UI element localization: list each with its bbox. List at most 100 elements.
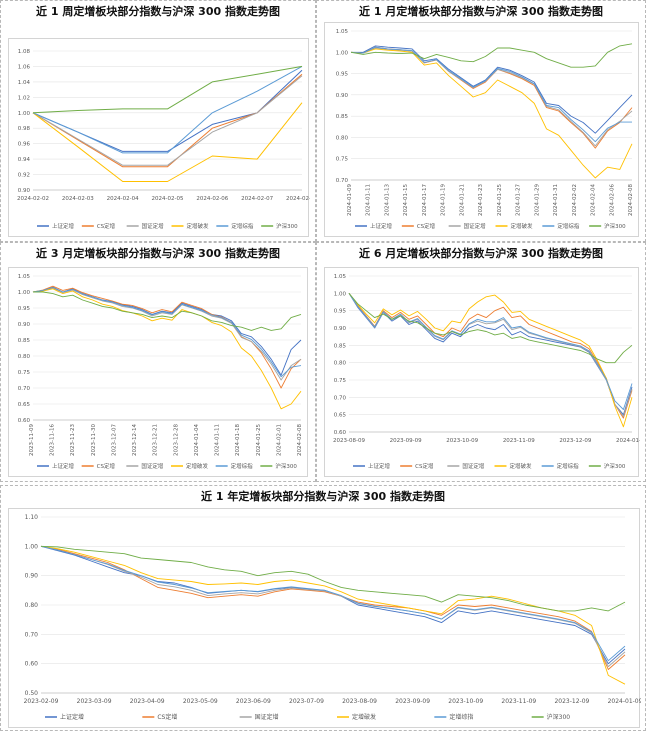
x-tick-label: 2023-07-09 <box>289 698 324 705</box>
chart-year: 0.50 0.60 0.70 0.80 0.90 1.00 1.10 2023-02-09 20… <box>24 514 641 721</box>
y-tick-label: 0.80 <box>336 135 349 141</box>
y-tick-label: 1.08 <box>18 49 31 55</box>
y-tick-label: 0.90 <box>336 93 349 99</box>
chart-title-6month: 近 6 月定增板块部分指数与沪深 300 指数走势图 <box>359 247 603 260</box>
legend-label: 国证定增 <box>142 222 164 230</box>
y-tick-label: 0.90 <box>334 326 347 332</box>
x-tick-label: 2023-08-09 <box>333 438 365 444</box>
legend-label: 国证定增 <box>462 462 484 470</box>
legend-label: 定增综指 <box>231 222 254 230</box>
x-tick-label: 2023-02-09 <box>24 698 59 705</box>
legend-label: 定增综指 <box>449 713 473 721</box>
x-tick-label: 2023-12-07 <box>111 424 117 456</box>
series-line-上证定增 <box>32 286 302 376</box>
series-line-定增破发 <box>40 545 626 685</box>
x-tick-label: 2023-11-30 <box>91 424 97 456</box>
legend-label: 沪深300 <box>276 222 298 230</box>
x-tick-label: 2024-02-05 <box>152 196 184 202</box>
series-line-定增破发 <box>32 102 303 182</box>
x-tick-label: 2023-12-21 <box>153 424 159 456</box>
x-tick-label: 2024-02-08 <box>628 184 634 216</box>
y-tick-label: 1.00 <box>336 50 349 56</box>
y-tick-label: 1.00 <box>18 111 31 117</box>
series-line-CS定增 <box>348 293 633 419</box>
y-tick-label: 1.00 <box>25 543 39 550</box>
x-tick-label: 2024-01-04 <box>194 424 200 456</box>
y-tick-label: 1.05 <box>18 274 31 280</box>
legend-label: 国证定增 <box>255 713 279 721</box>
x-tick-label: 2024-01-17 <box>422 184 428 216</box>
series-line-定增综指 <box>40 545 626 662</box>
y-tick-label: 1.05 <box>336 29 349 35</box>
series-line-CS定增 <box>40 545 626 670</box>
series-line-定增综指 <box>350 46 632 143</box>
y-tick-label: 0.94 <box>18 157 31 163</box>
x-tick-label: 2024-01-15 <box>403 184 409 216</box>
series-line-定增破发 <box>32 288 302 410</box>
x-tick-label: 2023-12-09 <box>559 438 591 444</box>
legend-label: 定增破发 <box>187 222 210 230</box>
chart-3month: 0.60 0.65 0.70 0.75 0.80 0.85 0.90 0.95 1.00 1.05… <box>18 274 303 470</box>
x-tick-label: 2023-04-09 <box>130 698 165 705</box>
x-tick-label: 2023-12-09 <box>554 698 589 705</box>
x-tick-label: 2024-02-04 <box>591 184 597 216</box>
legend-label: 上证定增 <box>370 222 392 230</box>
y-tick-label: 0.65 <box>18 402 31 408</box>
x-tick-label: 2024-01-09 <box>347 184 353 216</box>
series-line-定增破发 <box>350 48 633 179</box>
series-line-CS定增 <box>350 46 633 149</box>
series-line-上证定增 <box>348 293 633 416</box>
legend-label: CS定增 <box>97 222 115 230</box>
chart-month: 0.70 0.75 0.80 0.85 0.90 0.95 1.00 1.05 2024-01-… <box>336 29 634 230</box>
y-tick-label: 0.90 <box>25 573 39 580</box>
chart-area-week: 0.90 0.92 0.94 0.96 0.98 1.00 1.02 1.04 1.06 1.08… <box>8 38 310 237</box>
x-tick-label: 2024-01-31 <box>553 184 559 216</box>
panel-year: 近 1 年定增板块部分指数与沪深 300 指数走势图 0.50 0.60 0.70 0… <box>0 485 646 731</box>
x-tick-label: 2023-10-09 <box>446 438 478 444</box>
series-line-定增综指 <box>32 65 303 154</box>
y-tick-label: 0.70 <box>18 386 31 392</box>
y-tick-label: 0.50 <box>25 690 39 697</box>
x-tick-label: 2024-01-23 <box>478 184 484 216</box>
legend-label: 沪深300 <box>604 222 626 230</box>
x-tick-label: 2023-12-14 <box>132 424 138 456</box>
series-line-定增综指 <box>348 293 633 410</box>
series-line-CS定增 <box>32 285 302 389</box>
x-tick-label: 2024-01-27 <box>516 184 522 216</box>
x-tick-label: 2023-12-28 <box>173 424 179 456</box>
y-tick-label: 0.80 <box>18 354 31 360</box>
series-line-沪深300 <box>32 65 303 114</box>
legend-label: 定增破发 <box>510 462 533 470</box>
series-line-国证定增 <box>32 287 302 381</box>
x-tick-label: 2024-02-08 <box>286 196 310 202</box>
y-tick-label: 1.10 <box>25 514 39 521</box>
series-line-国证定增 <box>348 293 633 417</box>
series-line-沪深300 <box>350 43 633 68</box>
legend-label: 上证定增 <box>368 462 390 470</box>
x-tick-label: 2024-01-11 <box>366 184 372 216</box>
x-tick-label: 2024-02-02 <box>17 196 49 202</box>
y-tick-label: 0.95 <box>336 72 349 78</box>
series-line-定增综指 <box>32 287 302 378</box>
y-tick-label: 0.96 <box>18 142 31 148</box>
x-tick-label: 2024-02-02 <box>572 184 578 216</box>
y-tick-label: 0.60 <box>334 430 347 436</box>
series-line-国证定增 <box>40 545 626 668</box>
x-tick-label: 2024-02-03 <box>62 196 94 202</box>
x-tick-label: 2024-01-25 <box>256 424 262 456</box>
x-tick-label: 2024-01-25 <box>497 184 503 216</box>
panel-3month: 近 3 月定增板块部分指数与沪深 300 指数走势图 0.60 0.65 0.70 0… <box>0 242 316 482</box>
legend-label: 国证定增 <box>141 462 163 470</box>
chart-title-3month: 近 3 月定增板块部分指数与沪深 300 指数走势图 <box>36 247 280 260</box>
x-tick-label: 2024-01-11 <box>215 424 221 456</box>
x-tick-label: 2024-02-04 <box>107 196 139 202</box>
y-tick-label: 0.90 <box>18 322 31 328</box>
x-tick-label: 2024-01-09 <box>608 698 641 705</box>
series-line-定增破发 <box>348 293 633 428</box>
legend-label: 上证定增 <box>60 713 84 721</box>
y-tick-label: 1.00 <box>18 290 31 296</box>
legend-label: CS定增 <box>417 222 435 230</box>
x-tick-label: 2023-05-09 <box>183 698 218 705</box>
y-tick-label: 1.02 <box>18 95 30 101</box>
x-tick-label: 2024-02-06 <box>609 184 615 216</box>
